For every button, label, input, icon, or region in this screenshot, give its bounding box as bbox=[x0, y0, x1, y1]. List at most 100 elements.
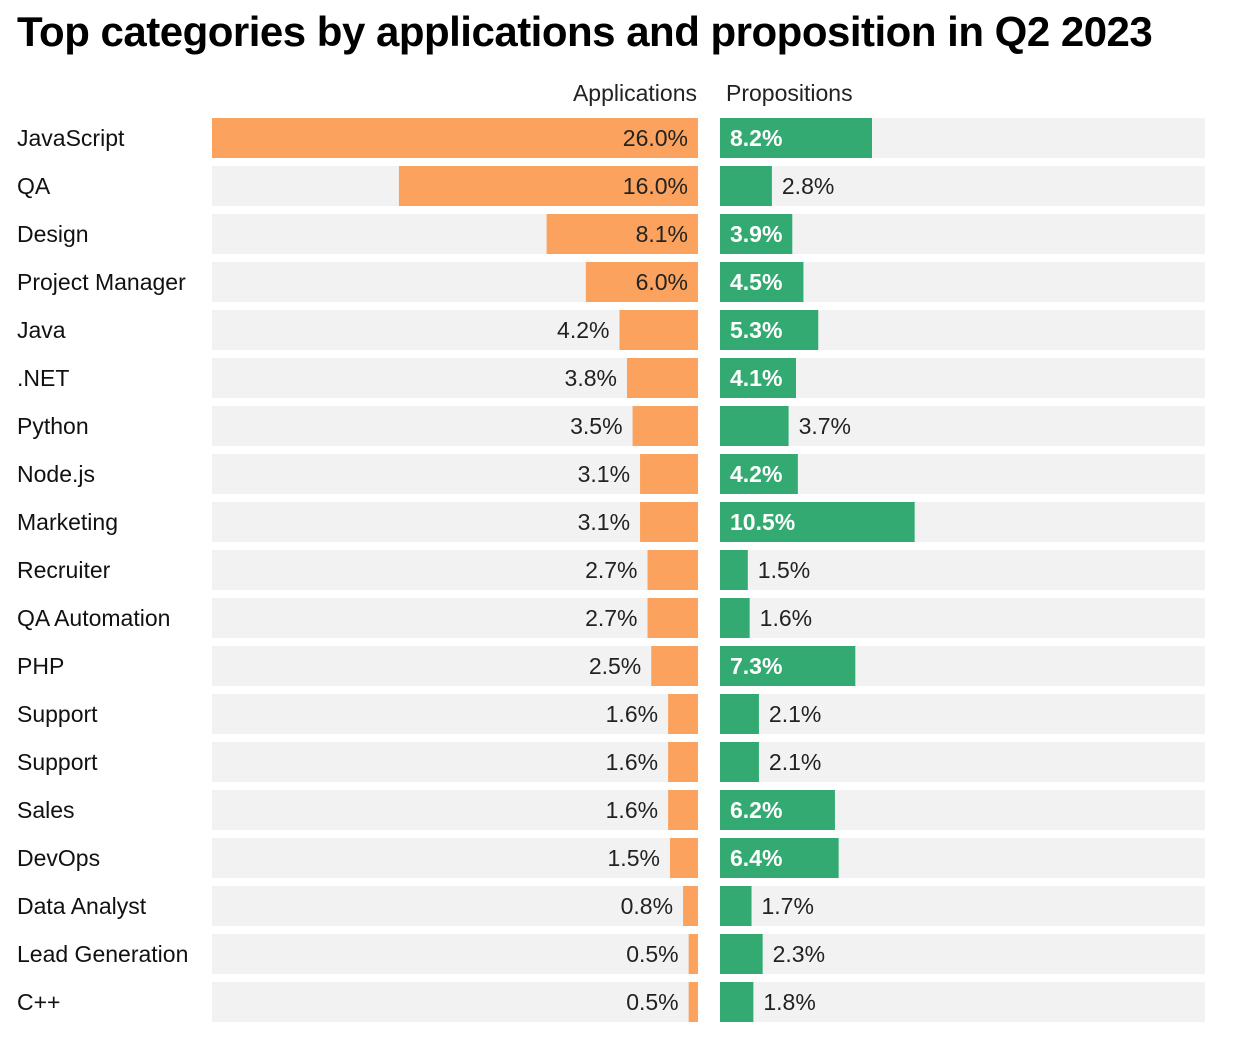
propositions-value-label: 7.3% bbox=[730, 653, 782, 679]
propositions-value-label: 3.7% bbox=[799, 413, 851, 439]
category-label: QA bbox=[17, 173, 51, 199]
applications-value-label: 8.1% bbox=[636, 221, 688, 247]
propositions-bar bbox=[720, 310, 819, 350]
applications-bar bbox=[688, 982, 698, 1022]
applications-track bbox=[212, 982, 698, 1022]
propositions-bar bbox=[720, 646, 856, 686]
propositions-track bbox=[720, 406, 1205, 446]
propositions-value-label: 4.1% bbox=[730, 365, 782, 391]
propositions-bar bbox=[720, 598, 750, 638]
propositions-bar bbox=[720, 502, 915, 542]
propositions-value-label: 2.1% bbox=[769, 749, 821, 775]
propositions-track bbox=[720, 694, 1205, 734]
applications-track bbox=[212, 454, 698, 494]
applications-bar bbox=[647, 598, 698, 638]
category-label: Node.js bbox=[17, 461, 95, 487]
propositions-track bbox=[720, 742, 1205, 782]
propositions-track bbox=[720, 550, 1205, 590]
propositions-value-label: 5.3% bbox=[730, 317, 782, 343]
propositions-value-label: 2.1% bbox=[769, 701, 821, 727]
applications-bar bbox=[632, 406, 698, 446]
applications-track bbox=[212, 838, 698, 878]
applications-track bbox=[212, 790, 698, 830]
category-label: Support bbox=[17, 701, 98, 727]
category-label: Python bbox=[17, 413, 89, 439]
propositions-value-label: 1.8% bbox=[763, 989, 815, 1015]
applications-bar bbox=[651, 646, 698, 686]
category-label: JavaScript bbox=[17, 125, 125, 151]
propositions-track bbox=[720, 934, 1205, 974]
category-label: Recruiter bbox=[17, 557, 111, 583]
applications-track bbox=[212, 742, 698, 782]
applications-value-label: 0.5% bbox=[626, 941, 678, 967]
propositions-bar bbox=[720, 406, 789, 446]
applications-value-label: 1.6% bbox=[606, 797, 658, 823]
propositions-bar bbox=[720, 886, 752, 926]
applications-value-label: 1.5% bbox=[608, 845, 660, 871]
applications-bar bbox=[626, 358, 698, 398]
category-label: Java bbox=[17, 317, 66, 343]
propositions-bar bbox=[720, 550, 748, 590]
applications-value-label: 2.5% bbox=[589, 653, 641, 679]
applications-value-label: 4.2% bbox=[557, 317, 609, 343]
category-label: DevOps bbox=[17, 845, 100, 871]
applications-value-label: 3.8% bbox=[565, 365, 617, 391]
applications-value-label: 16.0% bbox=[623, 173, 688, 199]
propositions-value-label: 3.9% bbox=[730, 221, 782, 247]
propositions-value-label: 4.5% bbox=[730, 269, 782, 295]
applications-bar bbox=[546, 214, 698, 254]
propositions-value-label: 1.7% bbox=[762, 893, 814, 919]
applications-column-header: Applications bbox=[572, 80, 697, 106]
category-label: Support bbox=[17, 749, 98, 775]
propositions-track bbox=[720, 358, 1205, 398]
applications-value-label: 3.1% bbox=[578, 509, 630, 535]
applications-bar bbox=[619, 310, 698, 350]
propositions-value-label: 6.2% bbox=[730, 797, 782, 823]
propositions-value-label: 1.5% bbox=[758, 557, 810, 583]
category-label: .NET bbox=[17, 365, 69, 391]
category-label: Sales bbox=[17, 797, 75, 823]
propositions-value-label: 6.4% bbox=[730, 845, 782, 871]
applications-value-label: 2.7% bbox=[585, 557, 637, 583]
propositions-value-label: 2.3% bbox=[773, 941, 825, 967]
propositions-bar bbox=[720, 982, 754, 1022]
applications-track bbox=[212, 502, 698, 542]
applications-value-label: 3.1% bbox=[578, 461, 630, 487]
applications-track bbox=[212, 646, 698, 686]
category-label: Data Analyst bbox=[17, 893, 147, 919]
applications-value-label: 1.6% bbox=[606, 749, 658, 775]
applications-bar bbox=[668, 694, 698, 734]
propositions-value-label: 4.2% bbox=[730, 461, 782, 487]
applications-track bbox=[212, 310, 698, 350]
applications-bar bbox=[212, 118, 698, 158]
applications-bar bbox=[683, 886, 698, 926]
propositions-value-label: 8.2% bbox=[730, 125, 782, 151]
applications-value-label: 1.6% bbox=[606, 701, 658, 727]
applications-bar bbox=[640, 454, 698, 494]
propositions-track bbox=[720, 598, 1205, 638]
propositions-bar bbox=[720, 838, 839, 878]
applications-value-label: 2.7% bbox=[585, 605, 637, 631]
propositions-bar bbox=[720, 934, 763, 974]
category-label: Lead Generation bbox=[17, 941, 188, 967]
applications-bar bbox=[688, 934, 698, 974]
applications-track bbox=[212, 406, 698, 446]
category-label: C++ bbox=[17, 989, 60, 1015]
propositions-track bbox=[720, 166, 1205, 206]
applications-value-label: 0.5% bbox=[626, 989, 678, 1015]
applications-track bbox=[212, 886, 698, 926]
category-label: Project Manager bbox=[17, 269, 186, 295]
applications-track bbox=[212, 598, 698, 638]
propositions-value-label: 2.8% bbox=[782, 173, 834, 199]
applications-track bbox=[212, 550, 698, 590]
applications-bar bbox=[398, 166, 698, 206]
applications-track bbox=[212, 934, 698, 974]
applications-bar bbox=[647, 550, 698, 590]
propositions-track bbox=[720, 454, 1205, 494]
propositions-bar bbox=[720, 742, 759, 782]
applications-track bbox=[212, 358, 698, 398]
category-label: Marketing bbox=[17, 509, 118, 535]
category-label: Design bbox=[17, 221, 89, 247]
propositions-value-label: 1.6% bbox=[760, 605, 812, 631]
